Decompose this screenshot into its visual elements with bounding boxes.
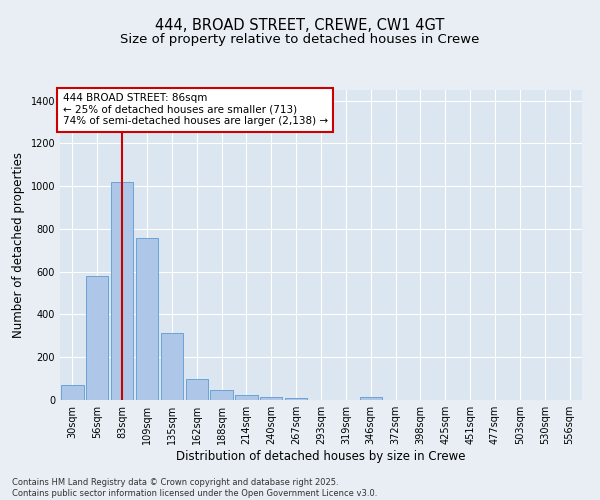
Y-axis label: Number of detached properties: Number of detached properties: [12, 152, 25, 338]
X-axis label: Distribution of detached houses by size in Crewe: Distribution of detached houses by size …: [176, 450, 466, 463]
Bar: [359, 397, 382, 400]
Bar: [161, 332, 183, 400]
Bar: [285, 398, 307, 400]
Bar: [86, 276, 109, 400]
Text: 444, BROAD STREET, CREWE, CW1 4GT: 444, BROAD STREET, CREWE, CW1 4GT: [155, 18, 445, 32]
Bar: [211, 390, 233, 400]
Bar: [136, 238, 158, 400]
Bar: [111, 182, 133, 400]
Text: Size of property relative to detached houses in Crewe: Size of property relative to detached ho…: [121, 32, 479, 46]
Bar: [235, 396, 257, 400]
Text: Contains HM Land Registry data © Crown copyright and database right 2025.
Contai: Contains HM Land Registry data © Crown c…: [12, 478, 377, 498]
Bar: [260, 397, 283, 400]
Bar: [61, 385, 83, 400]
Text: 444 BROAD STREET: 86sqm
← 25% of detached houses are smaller (713)
74% of semi-d: 444 BROAD STREET: 86sqm ← 25% of detache…: [62, 93, 328, 126]
Bar: [185, 378, 208, 400]
